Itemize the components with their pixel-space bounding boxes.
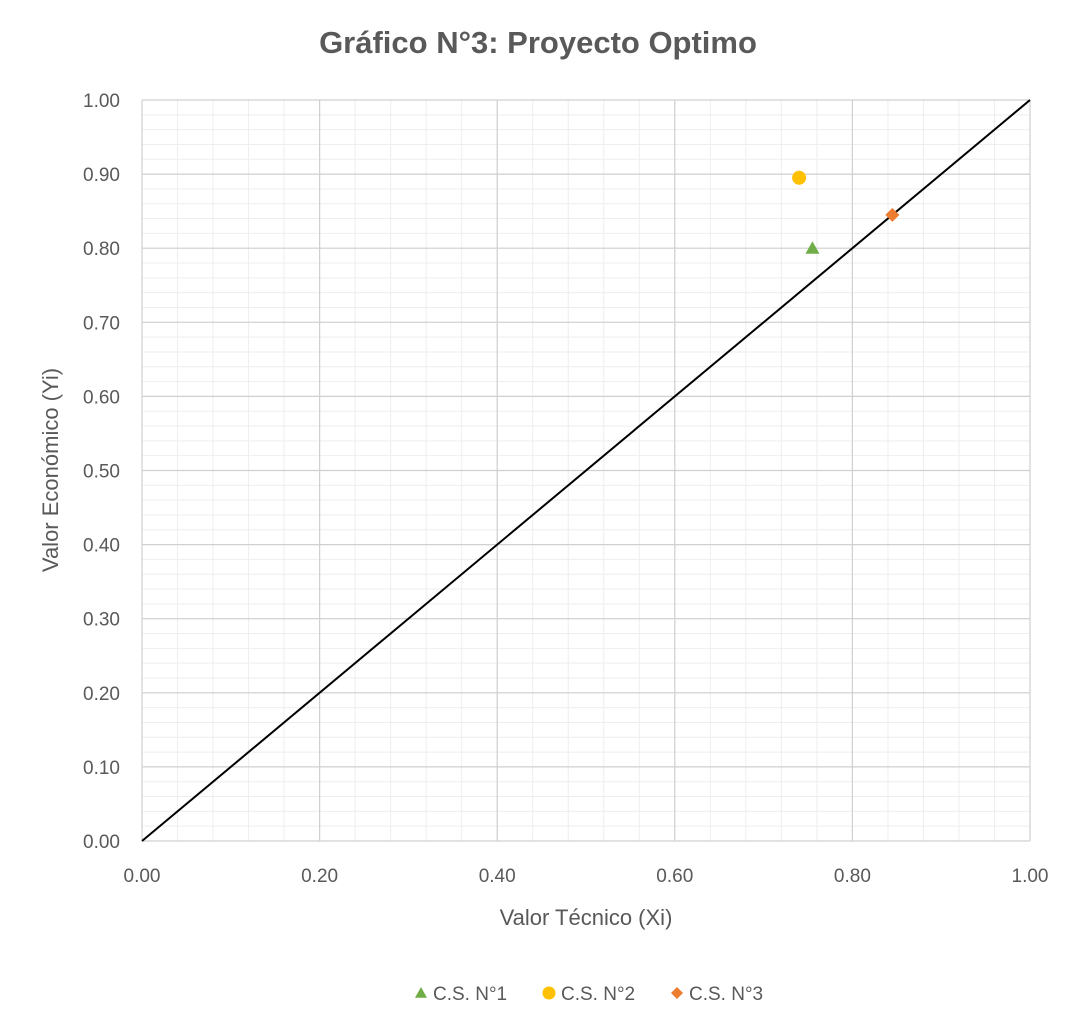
legend-marker [415,987,427,998]
legend: C.S. N°1 C.S. N°2 C.S. N°3 [415,984,763,1005]
x-tick-labels: 0.00 0.20 0.40 0.60 0.80 1.00 [124,866,1049,887]
data-point-series-1 [805,241,820,254]
x-tick-label: 0.40 [479,866,516,887]
x-tick-label: 1.00 [1012,866,1049,887]
y-tick-label: 1.00 [83,91,120,112]
y-tick-label: 0.00 [83,832,120,853]
legend-label: C.S. N°2 [561,984,635,1005]
y-tick-label: 0.50 [83,462,120,483]
legend-item-2: C.S. N°2 [542,984,635,1005]
x-tick-label: 0.80 [834,866,871,887]
y-tick-label: 0.70 [83,313,120,334]
y-tick-label: 0.90 [83,165,120,186]
y-axis-label: Valor Económico (Yi) [38,368,63,572]
y-tick-label: 0.10 [83,758,120,779]
x-tick-label: 0.60 [656,866,693,887]
y-tick-label: 0.40 [83,536,120,557]
y-tick-label: 0.30 [83,610,120,631]
reference-line [141,99,1031,842]
x-axis-label: Valor Técnico (Xi) [500,905,673,930]
chart-title: Gráfico N°3: Proyecto Optimo [319,25,757,60]
legend-marker [542,986,556,1000]
legend-item-3: C.S. N°3 [671,984,763,1005]
y-tick-label: 0.80 [83,239,120,260]
x-tick-label: 0.20 [301,866,338,887]
y-tick-label: 0.20 [83,684,120,705]
major-grid [141,99,1031,842]
legend-marker [671,987,683,999]
y-tick-label: 0.60 [83,387,120,408]
data-point-series-3 [885,207,900,222]
x-tick-label: 0.00 [124,866,161,887]
legend-label: C.S. N°1 [433,984,507,1005]
y-tick-labels: 0.00 0.10 0.20 0.30 0.40 0.50 0.60 0.70 0.80 0.90… [83,91,120,853]
legend-item-1: C.S. N°1 [415,984,507,1005]
data-point-series-2 [792,170,807,185]
data-points [792,170,900,254]
legend-label: C.S. N°3 [689,984,763,1005]
